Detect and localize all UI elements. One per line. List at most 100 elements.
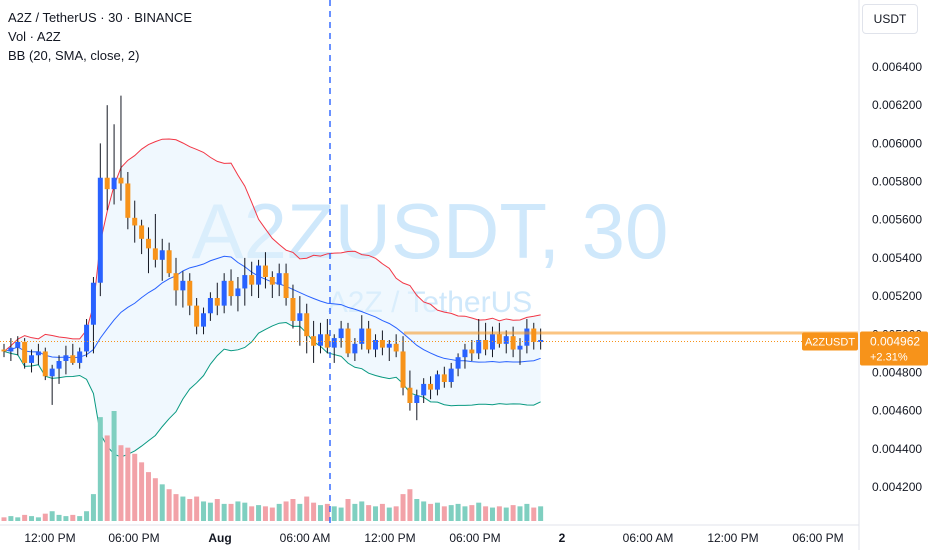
- candle-body: [373, 340, 379, 350]
- candle: [166, 242, 172, 277]
- bb-lower-line: [3, 322, 541, 458]
- candle: [483, 322, 489, 356]
- candle-body: [228, 280, 234, 297]
- volume-bar: [35, 517, 41, 521]
- volume-bar: [517, 506, 523, 521]
- volume-bars: [1, 411, 544, 521]
- candle: [317, 322, 323, 354]
- price-tick-label: 0.006400: [872, 60, 922, 74]
- volume-bar: [489, 507, 495, 521]
- volume-bar: [173, 494, 179, 521]
- candle: [366, 320, 372, 354]
- volume-bar: [139, 462, 145, 521]
- candle: [187, 273, 193, 316]
- volume-bar: [352, 503, 358, 521]
- candle: [29, 349, 35, 373]
- volume-bar: [276, 503, 282, 521]
- volume-bar: [359, 501, 365, 521]
- volume-bar: [324, 503, 330, 521]
- candle: [22, 338, 28, 369]
- legend-title[interactable]: A2Z / TetherUS · 30 · BINANCE: [8, 10, 192, 25]
- volume-bar: [304, 496, 310, 521]
- candle-body: [441, 374, 447, 382]
- candle-body: [56, 361, 62, 369]
- candle-body: [483, 340, 489, 350]
- candle-body: [118, 177, 124, 184]
- candle: [379, 330, 385, 356]
- candle-body: [262, 265, 268, 277]
- legend-volume[interactable]: Vol · A2Z: [8, 29, 61, 44]
- volume-bar: [393, 506, 399, 521]
- price-tick-label: 0.006200: [872, 98, 922, 112]
- candle: [201, 307, 207, 335]
- candle-body: [538, 340, 544, 342]
- candle: [448, 362, 454, 388]
- candle: [221, 273, 227, 314]
- candle-body: [359, 328, 365, 344]
- price-tag-value: 0.004962: [870, 335, 920, 349]
- price-tick-label: 0.006000: [872, 136, 922, 150]
- candle: [393, 334, 399, 358]
- candle-body: [455, 357, 461, 369]
- candle-body: [111, 177, 117, 190]
- legend-bollinger[interactable]: BB (20, SMA, close, 2): [8, 48, 140, 63]
- volume-bar: [455, 503, 461, 521]
- candle-body: [242, 275, 248, 289]
- time-tick-label: 06:00 PM: [449, 531, 500, 545]
- candle: [359, 315, 365, 350]
- candle: [421, 378, 427, 403]
- candle-body: [379, 340, 385, 348]
- overlay-layer: [0, 0, 858, 525]
- candle-body: [386, 343, 392, 348]
- candle: [290, 284, 296, 329]
- volume-bar: [283, 501, 289, 521]
- volume-bar: [214, 499, 220, 521]
- volume-bar: [77, 516, 83, 521]
- volume-bar: [462, 506, 468, 521]
- volume-bar: [42, 513, 48, 521]
- volume-bar: [476, 502, 482, 521]
- volume-bar: [531, 507, 537, 521]
- volume-bar: [524, 503, 530, 521]
- candle-body: [531, 328, 537, 342]
- volume-bar: [510, 505, 516, 521]
- price-tick-label: 0.005200: [872, 289, 922, 303]
- candle-body: [84, 324, 90, 352]
- time-tick-label: Aug: [208, 531, 231, 545]
- symbol-tag-label: A2ZUSDT: [805, 337, 855, 349]
- candle: [345, 322, 351, 358]
- candle-body: [207, 298, 213, 314]
- candle: [70, 343, 76, 365]
- volume-bar: [379, 503, 385, 521]
- volume-bar: [8, 516, 14, 521]
- candle-body: [345, 328, 351, 354]
- volume-bar: [118, 445, 124, 521]
- volume-bar: [22, 514, 28, 521]
- volume-bar: [145, 472, 151, 521]
- candle: [524, 319, 530, 354]
- candle-body: [366, 328, 372, 350]
- candle-body: [503, 336, 509, 344]
- candle-body: [42, 351, 48, 377]
- price-tick-label: 0.005600: [872, 213, 922, 227]
- volume-bar: [166, 489, 172, 521]
- volume-bar: [483, 506, 489, 521]
- candle: [262, 252, 268, 289]
- volume-bar: [187, 499, 193, 521]
- candle: [249, 261, 255, 297]
- price-tick-label: 0.005400: [872, 251, 922, 265]
- candle: [517, 338, 523, 365]
- candle-body: [304, 313, 310, 337]
- price-tick-label: 0.004200: [872, 480, 922, 494]
- candle-body: [269, 277, 275, 285]
- candle: [311, 320, 317, 363]
- candle-body: [421, 383, 427, 396]
- candle-body: [22, 341, 28, 363]
- time-tick-label: 12:00 PM: [707, 531, 758, 545]
- candle: [455, 353, 461, 377]
- candle-body: [283, 273, 289, 298]
- candle: [1, 343, 7, 358]
- currency-button[interactable]: USDT: [862, 4, 918, 34]
